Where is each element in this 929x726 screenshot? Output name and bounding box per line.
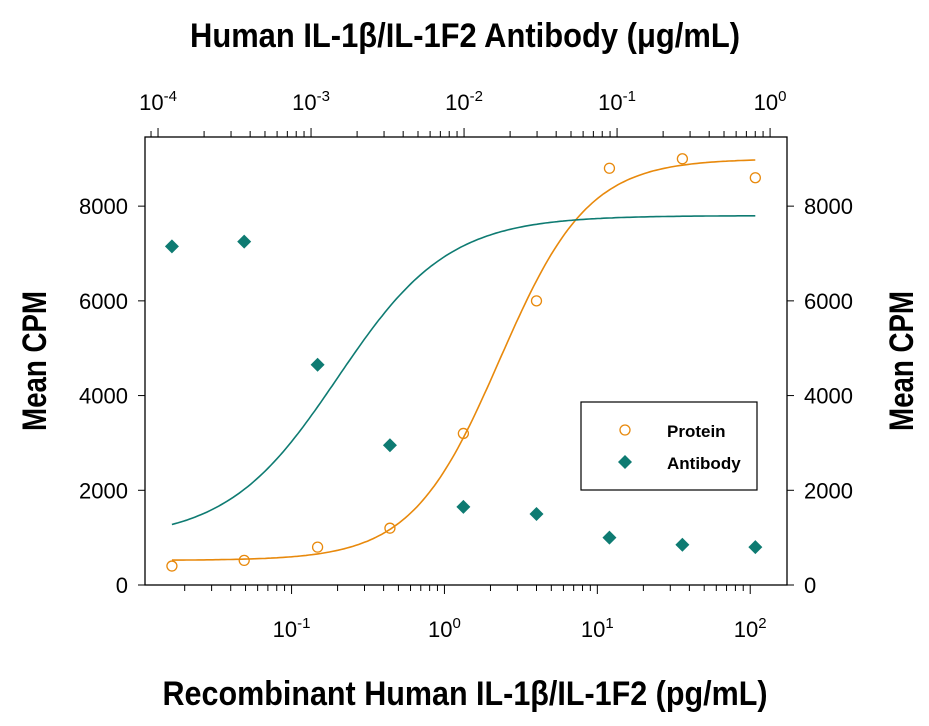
- data-point-antibody: [310, 357, 325, 372]
- legend: Protein Antibody: [580, 401, 758, 491]
- axes: 10-1 100 101 102 10-4 10-3 10-2 10-1 100 0 0 2000 20…: [79, 88, 853, 642]
- data-point-protein: [603, 162, 616, 174]
- y-tick-label-left: 8000: [79, 194, 128, 219]
- data-point-protein: [311, 541, 324, 553]
- y-tick-label-left: 4000: [79, 384, 128, 409]
- fit-curve-protein: [171, 159, 756, 561]
- top-tick-label: 10-1: [598, 88, 636, 115]
- data-point-protein: [676, 153, 689, 165]
- data-point-antibody: [748, 540, 763, 555]
- y-tick-label-right: 0: [804, 573, 816, 598]
- x-tick-label: 101: [581, 615, 614, 642]
- top-tick-label: 100: [754, 88, 787, 115]
- legend-marker-antibody: [618, 455, 632, 469]
- y-tick-label-left: 2000: [79, 478, 128, 503]
- data-point-protein: [457, 427, 470, 440]
- top-tick-label: 10-2: [445, 88, 483, 115]
- plot-frame: [144, 136, 788, 586]
- data-point-antibody: [164, 239, 179, 254]
- y-tick-label-right: 6000: [804, 289, 853, 314]
- y-tick-label-left: 6000: [79, 289, 128, 314]
- y-axis-label-right: Mean CPM: [883, 291, 921, 431]
- data-point-protein: [166, 560, 178, 572]
- data-point-protein: [749, 172, 761, 184]
- fit-curves: [171, 159, 756, 561]
- x-tick-label: 100: [428, 615, 461, 642]
- fit-curve-antibody: [171, 215, 756, 526]
- data-point-protein: [238, 554, 250, 567]
- data-point-protein: [530, 295, 543, 307]
- x-axis-label: Recombinant Human IL-1β/IL-1F2 (pg/mL): [163, 675, 768, 713]
- data-point-antibody: [529, 506, 544, 521]
- y-tick-label-right: 4000: [804, 384, 853, 409]
- data-point-protein: [384, 522, 396, 534]
- data-points: [164, 153, 763, 572]
- y-axis-label-left: Mean CPM: [16, 291, 54, 431]
- chart-title: Human IL-1β/IL-1F2 Antibody (μg/mL): [190, 17, 740, 55]
- legend-marker-protein: [619, 424, 631, 436]
- data-point-antibody: [237, 234, 252, 249]
- y-tick-label-right: 8000: [804, 194, 853, 219]
- legend-label-protein: Protein: [667, 422, 726, 441]
- y-tick-label-left: 0: [116, 573, 128, 598]
- legend-label-antibody: Antibody: [667, 454, 741, 473]
- data-point-antibody: [602, 530, 617, 545]
- data-point-antibody: [675, 537, 690, 552]
- data-point-antibody: [456, 499, 471, 514]
- legend-box: [580, 401, 758, 491]
- top-tick-label: 10-4: [139, 88, 177, 115]
- data-point-antibody: [382, 438, 397, 453]
- y-tick-label-right: 2000: [804, 478, 853, 503]
- top-tick-label: 10-3: [292, 88, 330, 115]
- x-tick-label: 102: [734, 615, 767, 642]
- x-tick-label: 10-1: [273, 615, 311, 642]
